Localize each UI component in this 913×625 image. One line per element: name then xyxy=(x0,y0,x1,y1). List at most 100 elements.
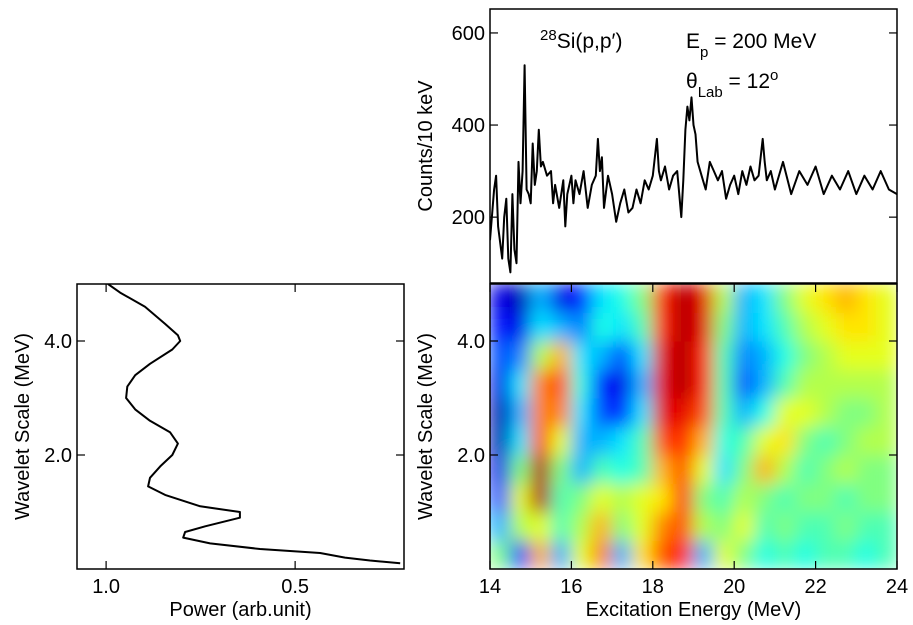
heatmap-cell xyxy=(490,397,511,427)
heatmap-cell xyxy=(693,369,715,399)
heatmap-cell xyxy=(490,426,511,456)
heatmap-cell xyxy=(713,340,735,370)
heatmap-cell xyxy=(774,340,796,370)
heatmap-cell xyxy=(530,426,552,456)
heatmap-cell xyxy=(570,312,593,342)
heatmap-cell xyxy=(794,312,817,342)
heatmap-cell xyxy=(733,426,756,456)
plot-area xyxy=(490,284,897,569)
heatmap-cell xyxy=(794,540,817,569)
heatmap-cell xyxy=(855,312,878,342)
heatmap-cell xyxy=(509,284,532,313)
heatmap-cell xyxy=(591,511,613,541)
heatmap-cell xyxy=(835,284,857,313)
heatmap-cell xyxy=(631,454,654,484)
heatmap-cell xyxy=(611,340,633,370)
y-axis-label: Wavelet Scale (MeV) xyxy=(415,333,437,520)
heatmap-cell xyxy=(754,369,776,399)
heatmap-cell xyxy=(672,483,694,513)
heatmap-cell xyxy=(530,397,552,427)
heatmap-cell xyxy=(509,397,532,427)
heatmap-cell xyxy=(672,284,694,313)
x-axis-label: Power (arb.unit) xyxy=(169,599,311,621)
heatmap-cell xyxy=(774,397,796,427)
heatmap-cell xyxy=(713,369,735,399)
x-tick-label: 22 xyxy=(804,576,826,598)
annotation-part: E xyxy=(686,30,700,53)
heatmap-cell xyxy=(693,284,715,313)
line xyxy=(107,284,401,565)
heatmap-cell xyxy=(570,454,593,484)
heatmap-cell xyxy=(631,312,654,342)
heatmap-cell xyxy=(652,340,674,370)
heatmap-cell xyxy=(550,540,572,569)
heatmap-cell xyxy=(693,454,715,484)
heatmap-cell xyxy=(794,426,817,456)
y-tick-label: 400 xyxy=(452,115,485,137)
heatmap-cell xyxy=(591,312,613,342)
heatmap-cell xyxy=(509,312,532,342)
heatmap-cell xyxy=(490,340,511,370)
heatmap-cell xyxy=(713,540,735,569)
x-tick-label: 18 xyxy=(642,576,664,598)
x-tick-label: 1.0 xyxy=(92,576,120,598)
heatmap-cell xyxy=(774,511,796,541)
heatmap-cell xyxy=(754,454,776,484)
heatmap-cell xyxy=(591,284,613,313)
annotation-part: p xyxy=(700,44,708,61)
heatmap-cell xyxy=(490,284,511,313)
heatmap-cell xyxy=(815,284,837,313)
heatmap-cell xyxy=(713,454,735,484)
heatmap-cell xyxy=(591,397,613,427)
annotation: 28Si(p,p′) xyxy=(540,27,622,54)
heatmap-cell xyxy=(631,340,654,370)
heatmap-cell xyxy=(570,511,593,541)
heatmap-cell xyxy=(693,483,715,513)
heatmap-cell xyxy=(611,454,633,484)
heatmap-cell xyxy=(713,511,735,541)
x-tick-label: 14 xyxy=(479,576,501,598)
heatmap-cell xyxy=(794,454,817,484)
heatmap-cell xyxy=(835,540,857,569)
heatmap-cell xyxy=(611,540,633,569)
heatmap-cell xyxy=(550,397,572,427)
heatmap-cell xyxy=(509,340,532,370)
heatmap-cell xyxy=(835,511,857,541)
y-tick-label: 4.0 xyxy=(457,331,485,353)
heatmap-cell xyxy=(713,312,735,342)
heatmap-cell xyxy=(530,511,552,541)
heatmap-cell xyxy=(876,312,897,342)
y-tick-label: 2.0 xyxy=(457,445,485,467)
heatmap-cell xyxy=(774,540,796,569)
heatmap-cell xyxy=(570,340,593,370)
heatmap-cell xyxy=(855,369,878,399)
heatmap-cell xyxy=(509,540,532,569)
heatmap-cell xyxy=(754,483,776,513)
plot-area xyxy=(107,284,401,565)
heatmap-cell xyxy=(733,540,756,569)
x-tick-label: 16 xyxy=(560,576,582,598)
heatmap-cell xyxy=(591,340,613,370)
heatmap-cell xyxy=(855,397,878,427)
plot-area xyxy=(490,64,897,274)
heatmap-cell xyxy=(509,454,532,484)
heatmap-cell xyxy=(631,369,654,399)
heatmap-cell xyxy=(652,511,674,541)
heatmap-cell xyxy=(754,397,776,427)
heatmap-cell xyxy=(570,397,593,427)
heatmap-cell xyxy=(570,483,593,513)
heatmap-cell xyxy=(611,369,633,399)
heatmap-cell xyxy=(693,397,715,427)
heatmap-cell xyxy=(490,511,511,541)
heatmap-cell xyxy=(855,540,878,569)
heatmap-cell xyxy=(754,312,776,342)
heatmap-cell xyxy=(652,284,674,313)
annotation: θLab = 12o xyxy=(686,67,778,101)
heatmap-cell xyxy=(570,426,593,456)
heatmap-cell xyxy=(713,284,735,313)
heatmap-cell xyxy=(815,340,837,370)
heatmap-cell xyxy=(550,511,572,541)
heatmap-cell xyxy=(713,483,735,513)
y-tick-label: 600 xyxy=(452,23,485,45)
x-tick-label: 24 xyxy=(886,576,908,598)
